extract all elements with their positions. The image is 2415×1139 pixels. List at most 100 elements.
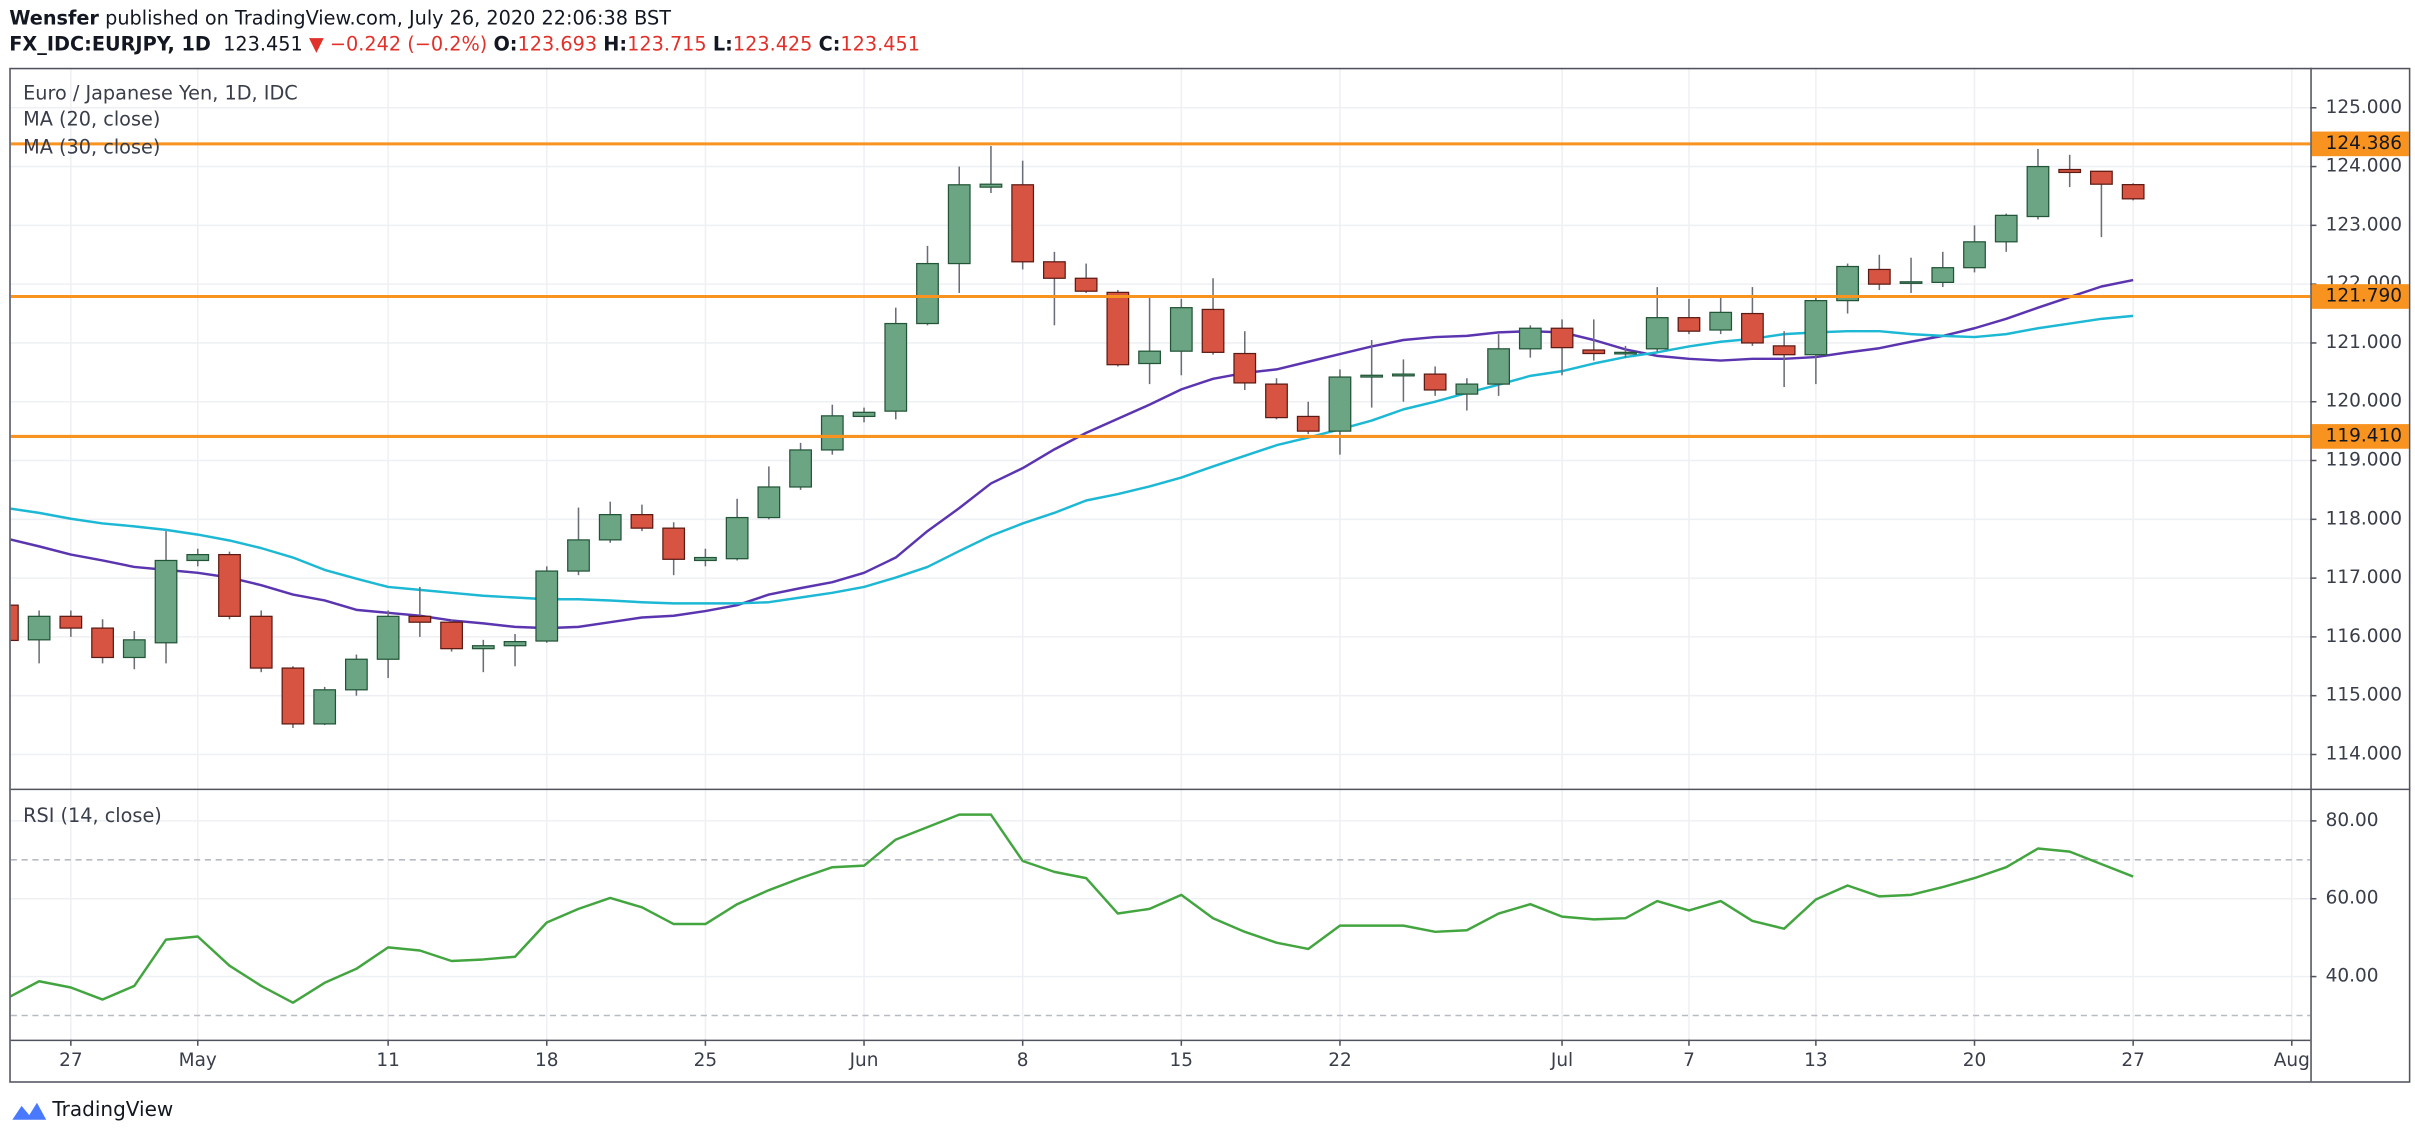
price-pane <box>10 142 2311 729</box>
y-tick-label: 80.00 <box>2326 810 2379 831</box>
candle-body <box>1201 308 1225 353</box>
candle-body <box>376 615 400 660</box>
y-tick-label: 121.000 <box>2326 332 2402 353</box>
candle-body <box>916 262 939 325</box>
y-tick-label: 118.000 <box>2326 508 2402 529</box>
candle-body <box>630 513 654 529</box>
publish-line: Wensfer published on TradingView.com, Jul… <box>9 6 671 29</box>
author: Wensfer <box>9 6 99 29</box>
candle-body <box>154 559 178 644</box>
symbol: FX_IDC:EURJPY, 1D <box>9 32 211 55</box>
candle-body <box>408 615 432 623</box>
candle-body <box>344 658 368 691</box>
x-tick-label: Aug <box>2274 1050 2310 1071</box>
level-label-box <box>2311 424 2409 449</box>
candle-body <box>1709 311 1733 331</box>
rsi-pane <box>10 813 2311 1017</box>
candle-body <box>757 486 781 519</box>
candle-body <box>1265 383 1288 419</box>
candle-body <box>1772 345 1796 356</box>
candle-body <box>471 645 495 650</box>
grid <box>10 67 2311 1040</box>
candle-body <box>1550 327 1574 349</box>
candle-body <box>27 615 51 641</box>
y-tick-label: 115.000 <box>2326 685 2402 706</box>
level-label: 124.386 <box>2326 133 2402 154</box>
candle-body <box>1487 348 1510 385</box>
candle-body <box>2026 165 2050 218</box>
x-tick-label: 20 <box>1963 1050 1987 1071</box>
change: ▼ −0.242 (−0.2%) <box>309 32 487 55</box>
tradingview-logo: TradingView <box>12 1097 173 1121</box>
y-tick-label: 117.000 <box>2326 567 2402 588</box>
candle-body <box>1169 307 1193 352</box>
level-label-box <box>2311 131 2409 157</box>
candle-body <box>2121 183 2145 200</box>
x-tick-label: 8 <box>1017 1050 1029 1071</box>
x-tick-label: 15 <box>1170 1050 1194 1071</box>
x-tick-label: 11 <box>376 1050 400 1071</box>
candle-body <box>1518 327 1542 350</box>
x-tick-label: 18 <box>535 1050 559 1071</box>
x-tick-label: 27 <box>59 1050 83 1071</box>
y-tick-label: 123.000 <box>2326 214 2402 235</box>
low-label: L: <box>713 32 733 55</box>
frame <box>9 67 2411 1083</box>
quote-line: FX_IDC:EURJPY, 1D 123.451 ▼ −0.242 (−0.2%)… <box>9 32 920 55</box>
candle-body <box>1043 261 1066 279</box>
x-tick-label: 25 <box>694 1050 718 1071</box>
line <box>10 314 2134 605</box>
legend-entry: MA (30, close) <box>23 135 160 158</box>
level-label: 119.410 <box>2326 425 2402 446</box>
level-label: 121.790 <box>2326 285 2402 306</box>
candle-body <box>1931 267 1955 283</box>
candle-body <box>1106 291 1130 366</box>
candle-body <box>2090 170 2113 185</box>
candle-body <box>1360 374 1384 378</box>
line <box>10 813 2134 1004</box>
close-label: C: <box>819 32 841 55</box>
published: published on TradingView.com, July 26, 2… <box>105 6 671 29</box>
candle-body <box>1296 415 1320 432</box>
candle-body <box>1423 373 1447 391</box>
candle-body <box>1582 349 1606 355</box>
line <box>10 278 2134 630</box>
candle-body <box>1138 350 1161 365</box>
candle-body <box>1074 277 1098 292</box>
x-tick-label: 13 <box>1804 1050 1828 1071</box>
candle-body <box>725 516 749 560</box>
y-tick-label: 60.00 <box>2326 888 2379 909</box>
rsi-legend: RSI (14, close) <box>23 804 162 827</box>
x-tick-label: May <box>179 1050 217 1071</box>
candle-body <box>694 556 717 562</box>
y-tick-label: 119.000 <box>2326 450 2402 471</box>
candle-body <box>1328 376 1352 432</box>
low-value: 123.425 <box>733 32 813 55</box>
last-price: 123.451 <box>223 32 303 55</box>
candle-body <box>281 667 305 725</box>
open-value: 123.693 <box>518 32 598 55</box>
candle-body <box>10 604 19 642</box>
candle-body <box>91 627 114 659</box>
candle-body <box>1455 383 1479 395</box>
candle-body <box>1614 351 1637 355</box>
candle-body <box>567 539 590 572</box>
candle-body <box>1741 312 1764 344</box>
candle-body <box>1645 317 1669 350</box>
candle-body <box>535 570 559 642</box>
candle-body <box>186 553 210 562</box>
y-tick-label: 114.000 <box>2326 743 2402 764</box>
candle-body <box>662 527 686 560</box>
candle-body <box>1836 265 1859 302</box>
legend-entry: MA (20, close) <box>23 108 160 131</box>
symbol-legend: Euro / Japanese Yen, 1D, IDC <box>23 81 298 104</box>
candle-body <box>249 615 273 669</box>
y-tick-label: 124.000 <box>2326 156 2402 177</box>
y-tick-label: 120.000 <box>2326 391 2402 412</box>
candle-body <box>313 689 337 725</box>
candle-body <box>440 621 463 650</box>
candle-body <box>947 184 971 265</box>
x-tick-label: 27 <box>2121 1050 2145 1071</box>
